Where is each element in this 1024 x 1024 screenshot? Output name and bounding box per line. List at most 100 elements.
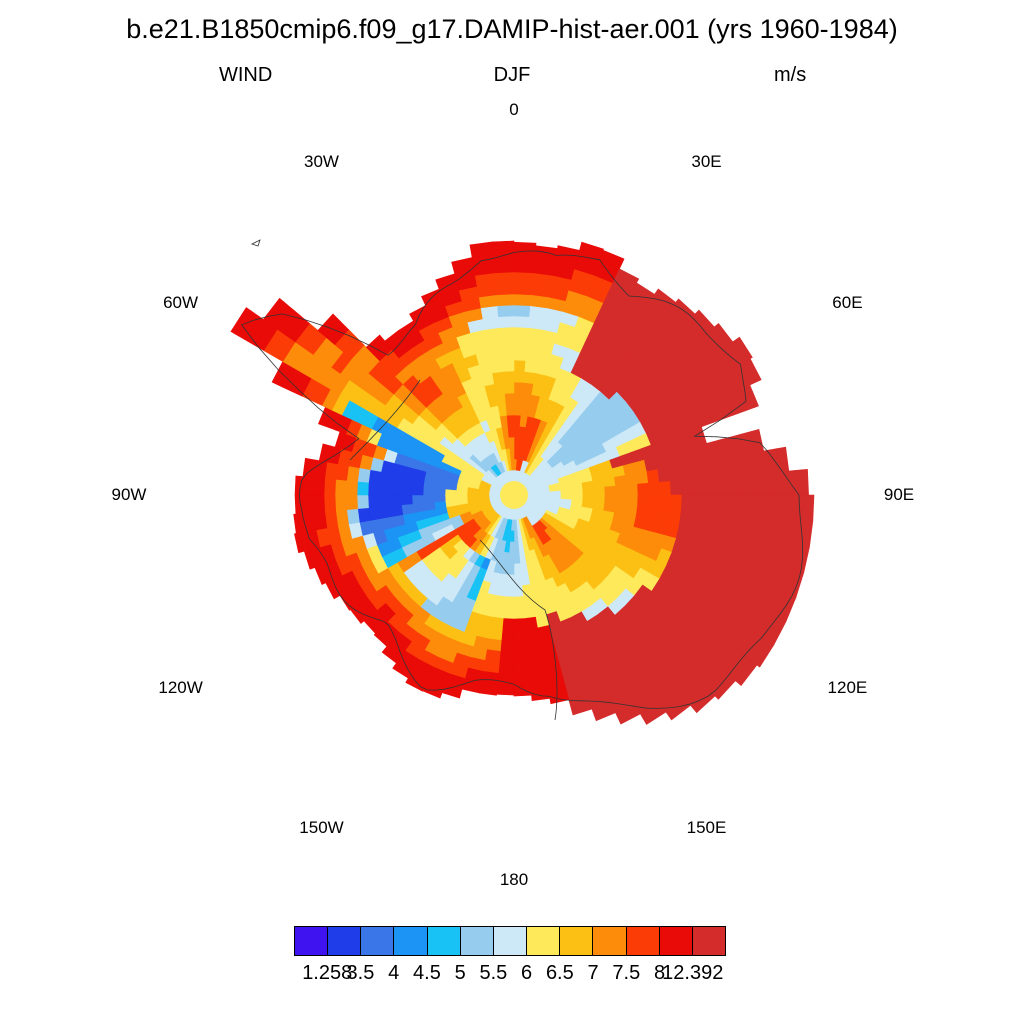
- wind-cell: [641, 704, 667, 725]
- colorbar-label: 12.392: [662, 962, 724, 984]
- wind-cell: [513, 304, 531, 317]
- island-outline: [250, 239, 261, 247]
- wind-cell: [390, 504, 404, 517]
- wind-cell: [357, 467, 371, 483]
- colorbar-box: [328, 927, 362, 955]
- wind-cell: [614, 475, 627, 487]
- wind-cell: [500, 629, 515, 642]
- lon-label-60e: 60E: [832, 292, 863, 312]
- colorbar-box: [394, 927, 428, 955]
- wind-cell: [513, 585, 524, 598]
- wind-cell: [526, 338, 542, 352]
- wind-cell: [513, 618, 527, 631]
- wind-cell: [496, 293, 515, 307]
- wind-cell: [513, 673, 531, 686]
- wind-cell: [648, 494, 661, 509]
- wind-cell: [501, 359, 515, 372]
- wind-cell: [513, 326, 529, 339]
- colorbar-label: 6: [521, 962, 533, 984]
- wind-cell: [626, 483, 639, 496]
- wind-cell: [735, 474, 749, 496]
- wind-cell: [513, 293, 532, 307]
- wind-cell: [524, 616, 538, 630]
- wind-cell: [626, 494, 639, 507]
- lon-label-120w: 120W: [158, 677, 203, 697]
- wind-cell: [801, 494, 815, 522]
- lon-label-150w: 150W: [299, 818, 344, 838]
- colorbar-box: [427, 927, 461, 955]
- wind-cell: [615, 494, 628, 506]
- wind-cell: [497, 404, 508, 417]
- colorbar-box: [560, 927, 594, 955]
- wind-cell: [768, 471, 782, 496]
- lon-label-90e: 90E: [883, 485, 915, 504]
- lon-label-60w: 60W: [163, 292, 199, 312]
- wind-cell: [497, 304, 515, 317]
- wind-cell: [496, 683, 515, 696]
- wind-cell: [513, 651, 529, 664]
- wind-cell: [507, 425, 515, 438]
- wind-cell: [301, 476, 315, 496]
- wind-cell: [501, 618, 515, 631]
- wind-cell: [422, 486, 435, 496]
- wind-cell: [724, 494, 738, 515]
- colorbar-box: [593, 927, 627, 955]
- wind-cell: [368, 469, 382, 484]
- wind-cell: [367, 481, 380, 496]
- lon-label-30w: 30W: [304, 151, 339, 171]
- ice-shelf-line: [349, 379, 558, 721]
- wind-cell: [666, 699, 691, 721]
- wind-cell: [702, 494, 716, 513]
- wind-cell: [392, 659, 414, 679]
- wind-cell: [560, 489, 573, 496]
- wind-cell: [582, 487, 595, 496]
- wind-cell: [523, 605, 536, 619]
- wind-cell: [624, 473, 638, 486]
- wind-cell: [601, 249, 625, 264]
- wind-cell: [345, 494, 358, 510]
- units-label: m/s: [774, 64, 807, 86]
- wind-cell: [801, 468, 809, 496]
- wind-cell: [230, 307, 251, 335]
- wind-cell: [504, 392, 515, 405]
- wind-cell: [513, 337, 529, 350]
- wind-cell: [495, 282, 515, 296]
- pole-cell: [500, 481, 528, 509]
- colorbar-label: 7: [587, 962, 599, 984]
- wind-cell: [389, 483, 402, 496]
- colorbar-box: [626, 927, 660, 955]
- wind-cell: [323, 478, 336, 496]
- wind-cell: [670, 494, 683, 510]
- wind-cell: [659, 480, 672, 496]
- colorbar-box: [527, 927, 561, 955]
- wind-cell: [499, 651, 515, 664]
- wind-cell: [513, 607, 526, 620]
- wind-cell: [779, 494, 793, 520]
- wind-cell: [466, 494, 479, 500]
- wind-cell: [513, 381, 525, 394]
- wind-cell: [294, 531, 310, 554]
- colorbar-label: 7.5: [612, 962, 641, 984]
- wind-cell: [603, 476, 616, 488]
- wind-cell: [490, 616, 504, 630]
- colorbar-box: [692, 927, 726, 955]
- wind-cell: [637, 494, 650, 508]
- lon-label-0: 0: [509, 100, 519, 119]
- wind-cell: [744, 358, 762, 383]
- colorbar-box: [361, 927, 395, 955]
- wind-cell: [373, 628, 393, 647]
- wind-cell: [592, 478, 605, 489]
- wind-cell: [710, 673, 736, 700]
- wind-cell: [334, 479, 347, 496]
- wind-cell: [400, 484, 413, 496]
- wind-cell: [527, 649, 544, 663]
- wind-cell: [389, 494, 402, 507]
- wind-cell: [513, 596, 525, 609]
- wind-cell: [444, 494, 457, 502]
- wind-cell: [368, 506, 382, 521]
- wind-cell: [513, 282, 533, 296]
- lon-label-90w: 90W: [111, 485, 147, 504]
- wind-cell: [494, 271, 515, 285]
- wind-cell: [745, 384, 759, 408]
